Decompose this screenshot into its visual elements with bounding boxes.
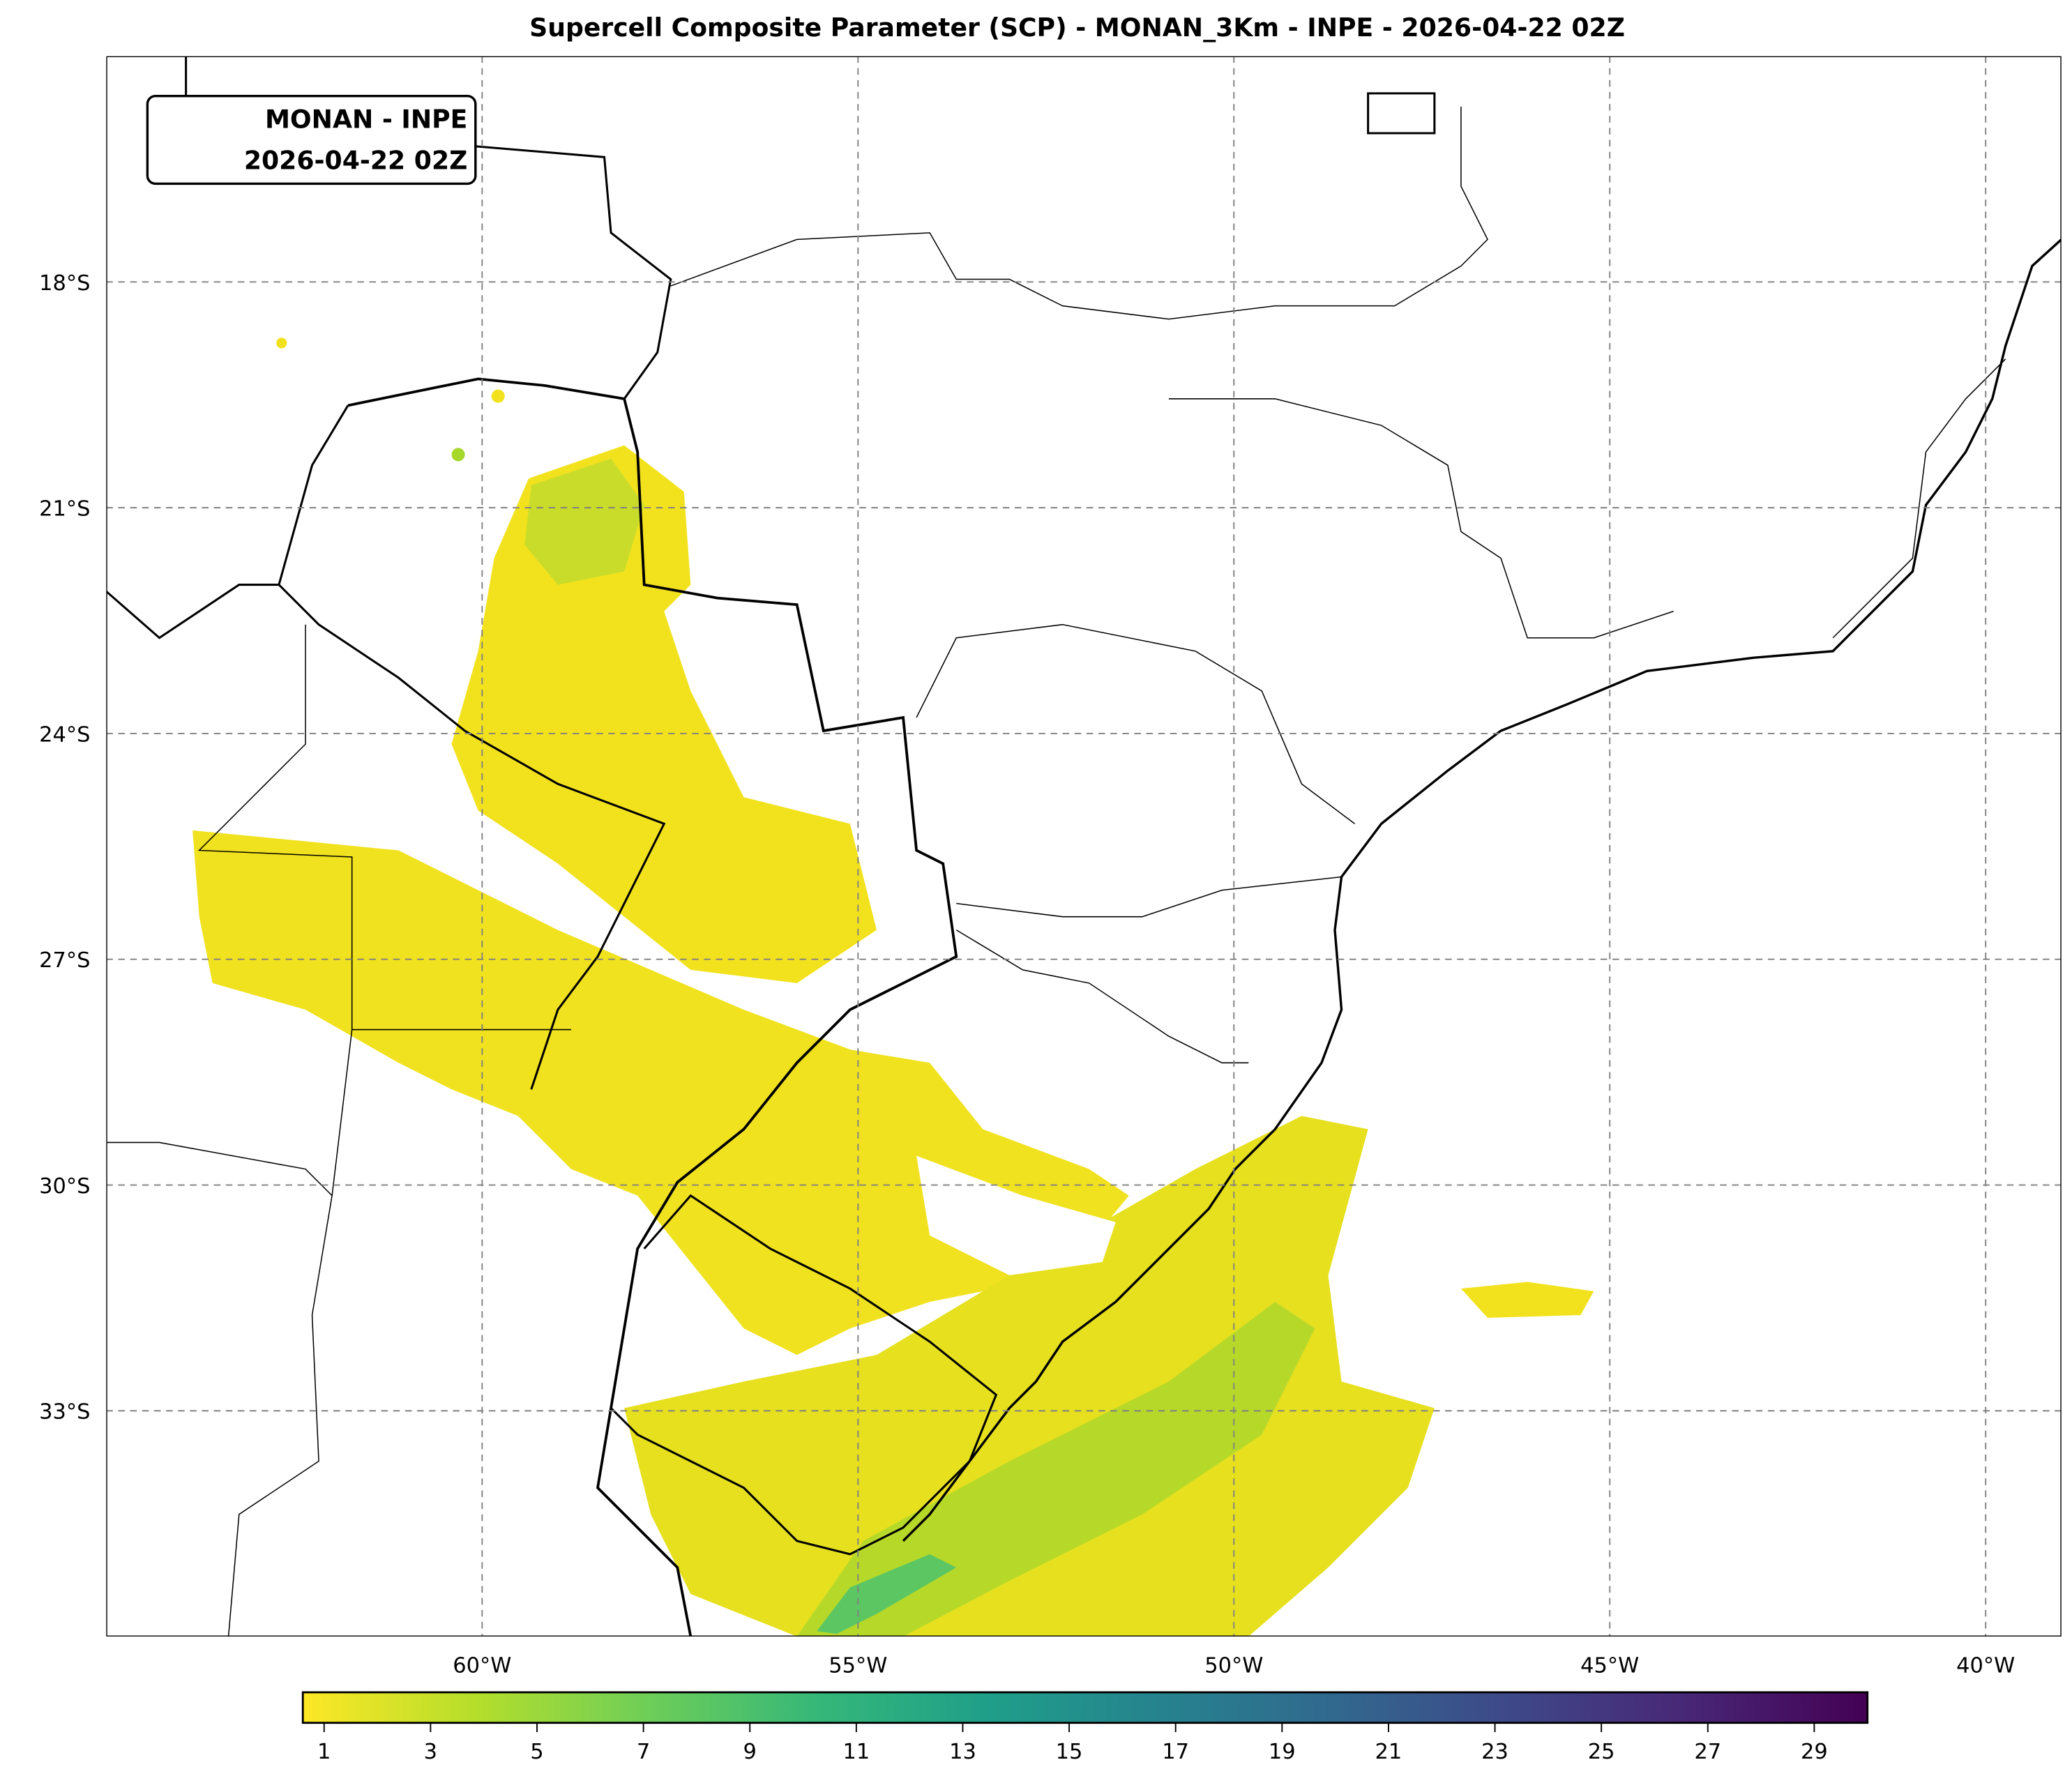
scp-region-north-core	[524, 458, 644, 585]
scp-region-uruguay-ocean	[624, 1116, 1435, 1637]
colorbar-tick-label: 1	[317, 1740, 331, 1764]
model-annotation-box: MONAN - INPE 2026-04-22 02Z	[146, 94, 477, 185]
lon-tick-label: 60°W	[453, 1653, 511, 1678]
colorbar-gradient	[301, 1691, 1869, 1724]
annotation-line-2: 2026-04-22 02Z	[244, 145, 468, 175]
gridlines	[106, 56, 2062, 1637]
scp-blob	[276, 337, 287, 349]
coastline	[902, 238, 2062, 1542]
colorbar-ticks: 1 3 5 7 9 11 13 15 17 19 21 23 25 27 29	[317, 1722, 1828, 1764]
colorbar: 1 3 5 7 9 11 13 15 17 19 21 23 25 27 29	[301, 1691, 1869, 1764]
colorbar-tick-label: 3	[424, 1740, 437, 1764]
lat-tick-label: 21°S	[39, 497, 90, 522]
political-borders	[106, 56, 2006, 1637]
axis-labels: 60°W 55°W 50°W 45°W 40°W 18°S 21°S 24°S 27°S 30°S…	[39, 271, 2015, 1678]
colorbar-tick-label: 19	[1269, 1740, 1296, 1764]
lat-tick-label: 33°S	[39, 1400, 90, 1425]
lon-tick-label: 40°W	[1956, 1653, 2015, 1678]
scp-field	[192, 337, 1594, 1637]
scp-gap	[916, 1155, 1116, 1275]
scp-blob	[491, 389, 505, 403]
colorbar-tick-label: 9	[743, 1740, 757, 1764]
lat-tick-label: 18°S	[39, 271, 90, 296]
colorbar-tick-label: 27	[1694, 1740, 1721, 1764]
colorbar-tick-label: 15	[1056, 1740, 1083, 1764]
scp-region-argentina	[192, 830, 1129, 1356]
colorbar-tick-label: 7	[637, 1740, 650, 1764]
lon-tick-label: 55°W	[829, 1653, 887, 1678]
scp-region-max	[817, 1554, 957, 1634]
lon-tick-label: 45°W	[1580, 1653, 1639, 1678]
lat-tick-label: 30°S	[39, 1174, 90, 1199]
colorbar-tick-label: 21	[1375, 1740, 1402, 1764]
colorbar-tick-label: 5	[530, 1740, 543, 1764]
colorbar-tick-label: 11	[842, 1740, 870, 1764]
lon-tick-label: 50°W	[1204, 1653, 1263, 1678]
map-plot-area	[106, 56, 2062, 1637]
colorbar-tick-label: 23	[1481, 1740, 1508, 1764]
scp-blob	[451, 448, 465, 462]
scp-region-offshore	[1460, 1282, 1594, 1318]
lat-tick-label: 27°S	[39, 948, 90, 973]
annotation-line-1: MONAN - INPE	[265, 104, 467, 134]
colorbar-tick-label: 17	[1162, 1740, 1189, 1764]
colorbar-tick-label: 13	[949, 1740, 976, 1764]
figure-title: Supercell Composite Parameter (SCP) - MO…	[529, 13, 1625, 43]
lat-tick-label: 24°S	[39, 722, 90, 747]
colorbar-tick-label: 29	[1801, 1740, 1828, 1764]
scp-region-ocean-core	[796, 1301, 1315, 1637]
colorbar-tick-label: 25	[1588, 1740, 1615, 1764]
